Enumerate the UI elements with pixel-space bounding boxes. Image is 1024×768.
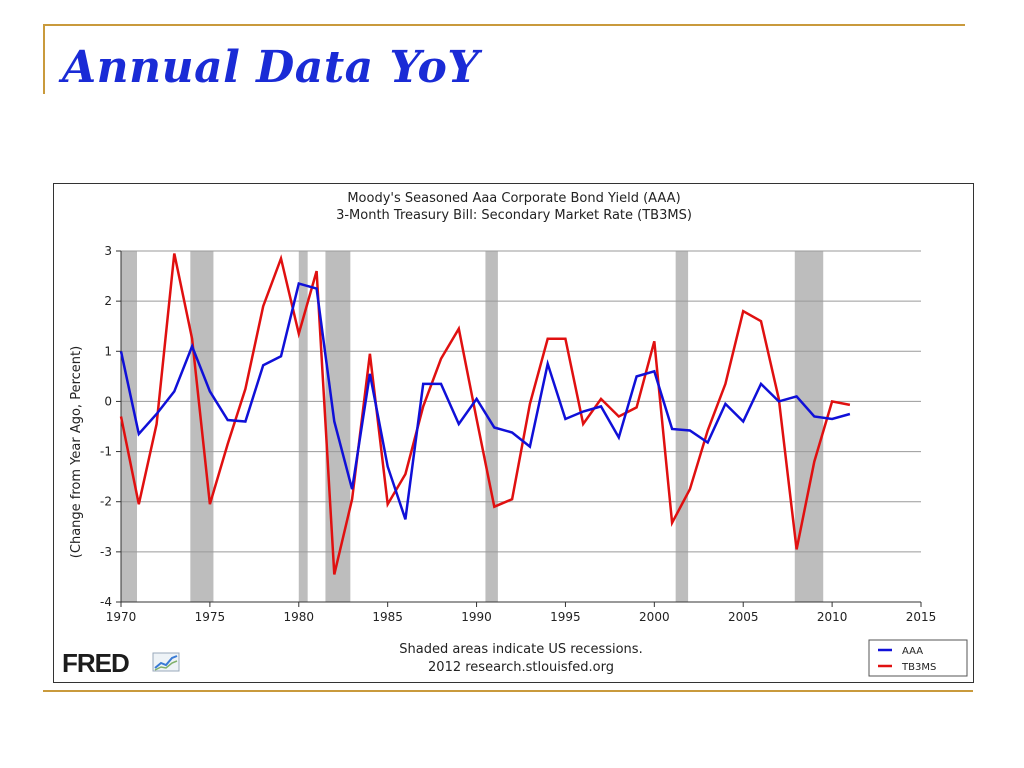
series-lines [119, 253, 851, 575]
footer-accent-rule [43, 690, 973, 692]
y-tick-label: 2 [104, 294, 112, 308]
y-tick-label: -2 [100, 495, 112, 509]
y-axis-label: (Change from Year Ago, Percent) [69, 346, 84, 558]
title-accent-rule [43, 24, 965, 26]
x-tick-label: 2000 [639, 610, 670, 624]
x-tick-label: 2015 [906, 610, 937, 624]
recession-band [794, 251, 824, 602]
recession-shading [121, 251, 824, 602]
legend-label-tb3ms: TB3MS [901, 662, 936, 673]
y-tick-label: 0 [104, 394, 112, 408]
x-tick-label: 2010 [817, 610, 848, 624]
series-line-aaa [119, 282, 851, 520]
recession-band [325, 251, 351, 602]
x-tick-label: 1985 [372, 610, 403, 624]
x-tick-label: 1995 [550, 610, 581, 624]
series-line-tb3ms [119, 253, 851, 575]
title-accent-bar [43, 24, 45, 94]
y-tick-label: 1 [104, 344, 112, 358]
recession-band [298, 251, 308, 602]
y-tick-label: -4 [100, 595, 112, 609]
x-tick-label: 1970 [106, 610, 137, 624]
y-tick-label: -1 [100, 445, 112, 459]
legend: AAA TB3MS [868, 639, 968, 677]
fred-chart-icon [152, 652, 180, 672]
y-tick-label: -3 [100, 545, 112, 559]
chart-subtitle: 3-Month Treasury Bill: Secondary Market … [336, 208, 692, 223]
chart-title: Moody's Seasoned Aaa Corporate Bond Yiel… [347, 191, 680, 206]
recession-band [675, 251, 689, 602]
y-tick-label: 3 [104, 244, 112, 258]
chart-frame: 3 2 1 0 -1 -2 -3 -4 1970 1975 1980 1985 1990 1995 2000… [53, 183, 974, 683]
legend-label-aaa: AAA [902, 646, 923, 657]
x-tick-label: 1990 [461, 610, 492, 624]
recession-band [485, 251, 498, 602]
legend-box [868, 639, 968, 677]
x-tick-label: 1975 [195, 610, 226, 624]
x-tick-label: 1980 [284, 610, 315, 624]
fred-logo: FRED [62, 648, 130, 678]
source-note: 2012 research.stlouisfed.org [428, 660, 614, 675]
x-tick-label: 2005 [728, 610, 759, 624]
recession-band [121, 251, 137, 602]
slide-title: Annual Data YoY [62, 42, 480, 93]
recession-note: Shaded areas indicate US recessions. [399, 642, 642, 657]
